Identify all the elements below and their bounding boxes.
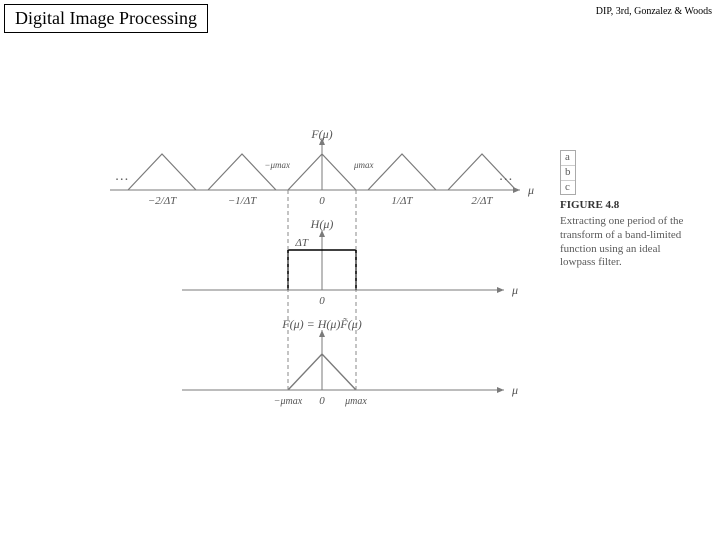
header-right: DIP, 3rd, Gonzalez & Woods [596,6,712,17]
svg-text:F̃(μ): F̃(μ) [310,130,332,141]
subfigure-letter: a [561,151,575,166]
svg-text:0: 0 [319,195,325,207]
svg-text:0: 0 [319,295,325,307]
svg-text:1/ΔT: 1/ΔT [391,195,413,207]
subfigure-letter: b [561,166,575,181]
svg-text:μ: μ [527,183,534,197]
svg-text:μ: μ [511,283,518,297]
svg-text:0: 0 [319,395,325,407]
svg-text:−μmax: −μmax [264,160,290,170]
svg-text:μ: μ [511,383,518,397]
caption-text: Extracting one period of the transform o… [560,215,690,270]
figure-number: FIGURE 4.8 [560,199,690,213]
svg-text:…: … [116,169,128,184]
svg-text:μmax: μmax [344,396,367,407]
figure-area: F̃(μ) −μmax μmax −2/ΔT −1/ΔT 0 1/ΔT 2/ΔT μ … … H(μ)… [100,130,540,460]
subfigure-letter: c [561,181,575,195]
svg-text:ΔT: ΔT [294,237,308,249]
svg-text:H(μ): H(μ) [310,217,334,231]
svg-text:−2/ΔT: −2/ΔT [148,195,177,207]
svg-text:−1/ΔT: −1/ΔT [228,195,257,207]
svg-text:μmax: μmax [353,160,374,170]
svg-text:…: … [500,169,512,184]
svg-text:F(μ) = H(μ)F̃(μ): F(μ) = H(μ)F̃(μ) [281,317,361,331]
diagram-svg: F̃(μ) −μmax μmax −2/ΔT −1/ΔT 0 1/ΔT 2/ΔT μ … … H(μ)… [100,130,540,430]
page-title-box: Digital Image Processing [4,4,208,33]
svg-text:−μmax: −μmax [274,396,303,407]
svg-text:2/ΔT: 2/ΔT [471,195,493,207]
page-title: Digital Image Processing [15,8,197,28]
figure-caption: abc FIGURE 4.8 Extracting one period of … [560,150,690,270]
subfigure-letters: abc [560,150,576,195]
